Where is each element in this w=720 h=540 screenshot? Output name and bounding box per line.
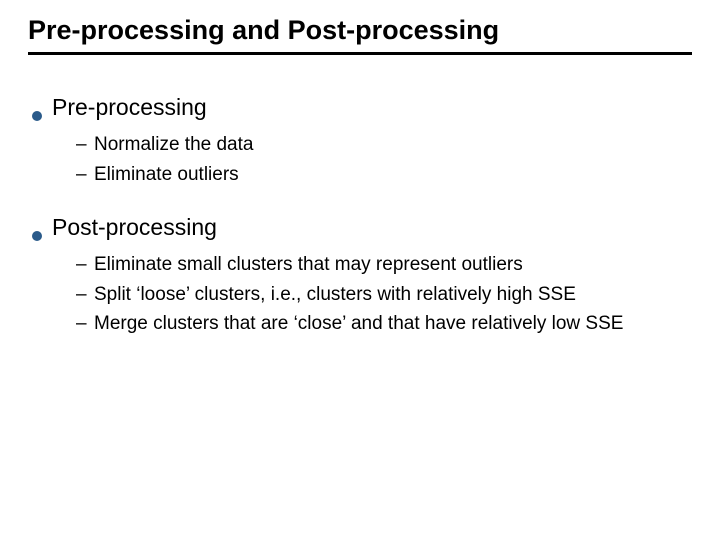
dash-icon: – (76, 284, 94, 306)
list-item: – Normalize the data (76, 132, 692, 158)
list-item-text: Normalize the data (94, 132, 253, 158)
dash-icon: – (76, 254, 94, 276)
list-item: – Merge clusters that are ‘close’ and th… (76, 311, 692, 337)
bullet-icon (32, 111, 42, 121)
list-item-text: Eliminate small clusters that may repres… (94, 252, 523, 278)
list-item-text: Eliminate outliers (94, 162, 239, 188)
title-underline (28, 52, 692, 55)
section-heading: Post-processing (32, 213, 692, 242)
list-item: – Split ‘loose’ clusters, i.e., clusters… (76, 282, 692, 308)
dash-icon: – (76, 313, 94, 335)
section-items: – Eliminate small clusters that may repr… (76, 252, 692, 337)
list-item-text: Merge clusters that are ‘close’ and that… (94, 311, 623, 337)
slide-body: Pre-processing – Normalize the data – El… (28, 93, 692, 337)
list-item: – Eliminate small clusters that may repr… (76, 252, 692, 278)
section-items: – Normalize the data – Eliminate outlier… (76, 132, 692, 187)
section-heading: Pre-processing (32, 93, 692, 122)
bullet-icon (32, 231, 42, 241)
slide: Pre-processing and Post-processing Pre-p… (0, 0, 720, 540)
section-heading-text: Pre-processing (52, 93, 207, 122)
list-item-text: Split ‘loose’ clusters, i.e., clusters w… (94, 282, 576, 308)
dash-icon: – (76, 134, 94, 156)
slide-title: Pre-processing and Post-processing (28, 14, 692, 46)
dash-icon: – (76, 164, 94, 186)
section-heading-text: Post-processing (52, 213, 217, 242)
list-item: – Eliminate outliers (76, 162, 692, 188)
